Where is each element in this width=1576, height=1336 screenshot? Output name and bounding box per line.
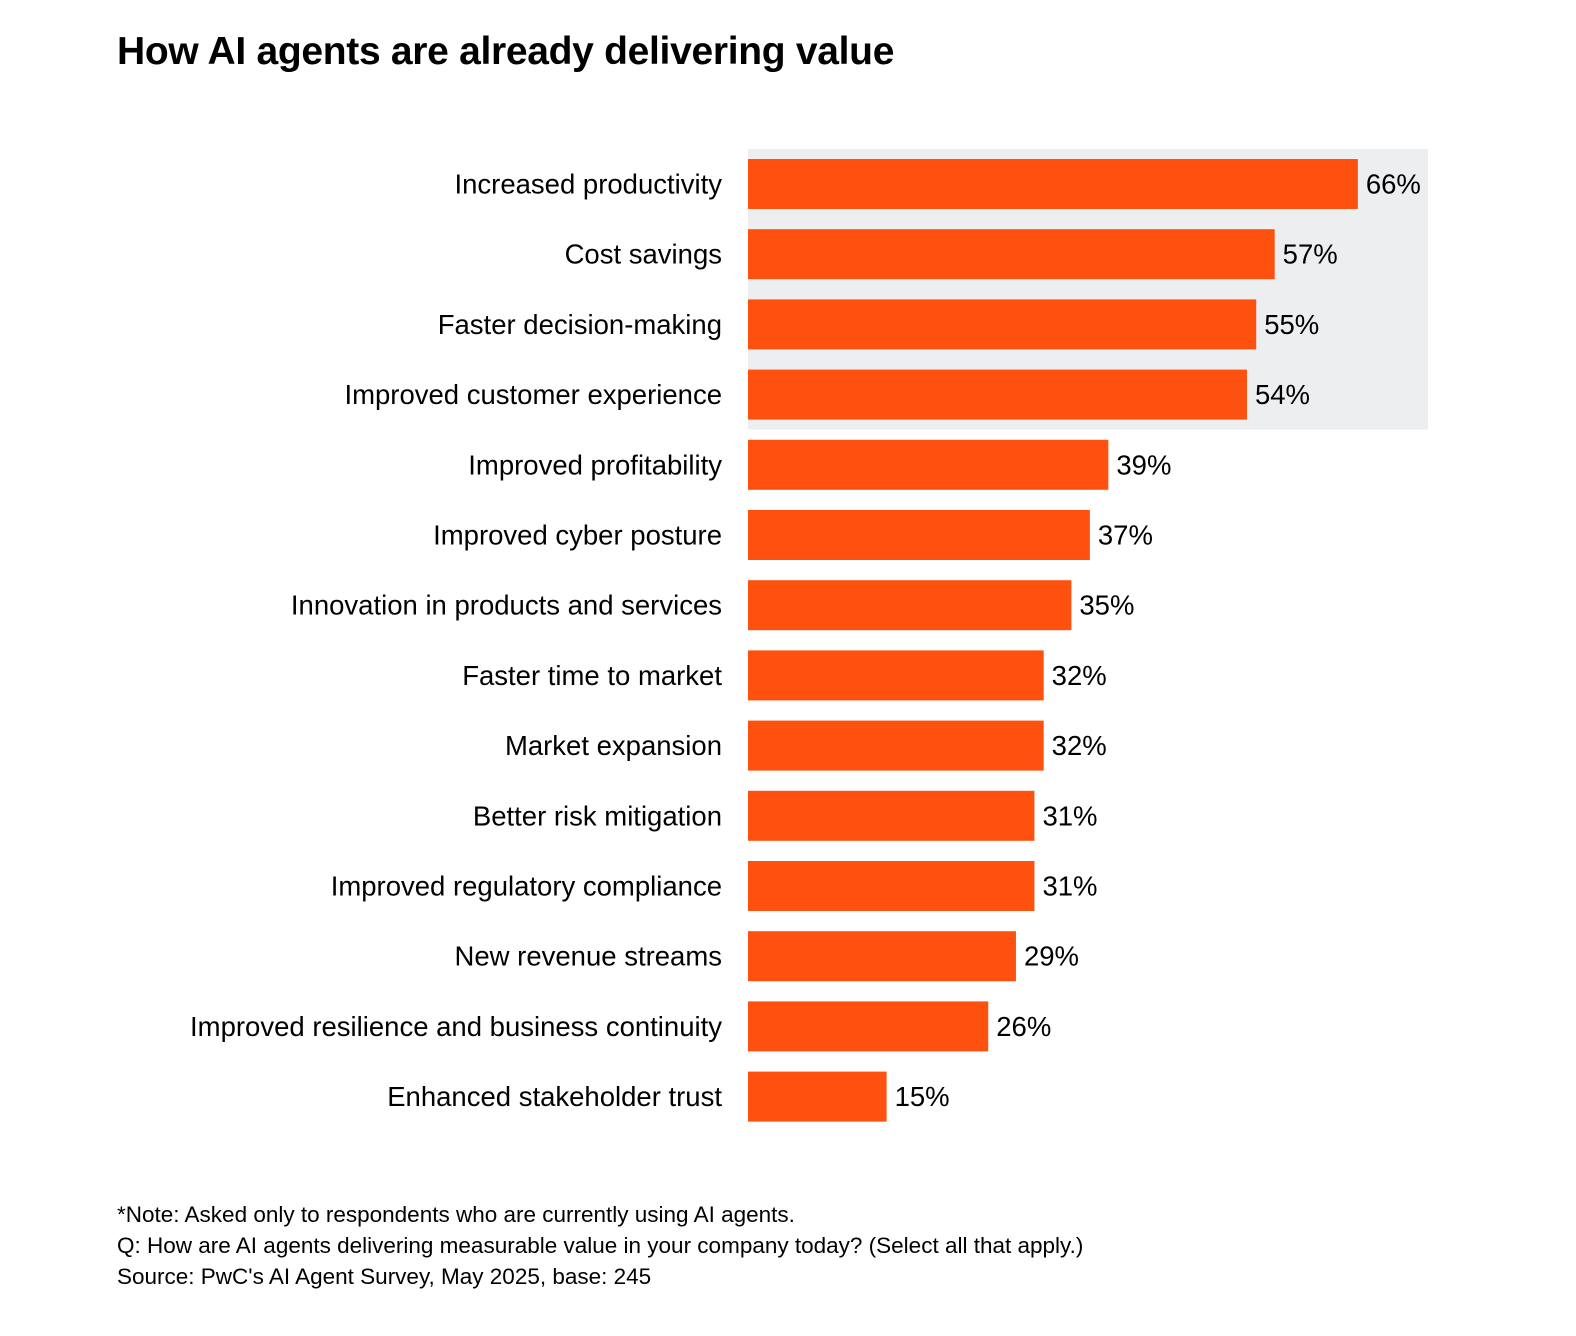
value-label: 32% [1052,730,1107,761]
bar [748,790,1035,841]
value-labels: 66% 57% 55% 54% 39% 37% 35% 32% 32% 31% 31% 29% 26% 1… [895,169,1421,1113]
value-label: 26% [996,1011,1051,1042]
category-label: Faster time to market [462,660,722,691]
bars-layer [748,159,1358,1122]
category-label: Improved resilience and business continu… [190,1011,722,1042]
value-label: 54% [1255,379,1310,410]
bar [748,720,1044,771]
value-label: 66% [1366,169,1421,200]
note-text: *Note: Asked only to respondents who are… [117,1202,795,1227]
chart-title: How AI agents are already delivering val… [117,30,895,73]
value-label: 37% [1098,520,1153,551]
value-label: 15% [895,1081,950,1112]
bar [748,1001,989,1052]
category-label: Enhanced stakeholder trust [387,1081,722,1112]
bar [748,1071,887,1122]
bar [748,229,1275,280]
value-label: 32% [1052,660,1107,691]
value-label: 29% [1024,941,1079,972]
value-label: 39% [1116,449,1171,480]
chart-notes: *Note: Asked only to respondents who are… [117,1199,1083,1292]
category-label: Better risk mitigation [473,800,722,831]
question-text: Q: How are AI agents delivering measurab… [117,1233,1084,1258]
bar [748,931,1016,982]
category-label: Faster decision-making [438,309,722,340]
category-labels: Increased productivity Cost savings Faster… [190,169,722,1113]
value-label: 35% [1079,590,1134,621]
bar [748,299,1257,350]
category-label: Improved profitability [468,449,722,480]
value-label: 31% [1042,800,1097,831]
bar [748,580,1072,631]
category-label: Cost savings [565,239,722,270]
category-label: Improved cyber posture [433,520,722,551]
bar [748,861,1035,911]
category-label: Improved regulatory compliance [331,871,722,902]
category-label: Market expansion [505,730,722,761]
bar [748,439,1109,490]
bar [748,159,1358,209]
value-label: 55% [1264,309,1319,340]
value-label: 31% [1042,871,1097,902]
source-text: Source: PwC's AI Agent Survey, May 2025,… [117,1264,652,1289]
category-label: Improved customer experience [344,379,722,410]
category-label: Increased productivity [455,169,723,200]
bar [748,510,1090,560]
category-label: Innovation in products and services [291,590,722,621]
bar [748,650,1044,701]
bar [748,369,1247,420]
category-label: New revenue streams [455,941,722,972]
value-label: 57% [1283,239,1338,270]
